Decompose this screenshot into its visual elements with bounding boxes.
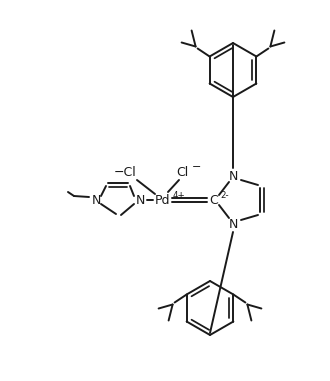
Text: N: N — [135, 194, 145, 207]
Text: −: − — [192, 162, 201, 172]
Text: N: N — [228, 218, 238, 231]
Text: N: N — [228, 170, 238, 182]
Text: Cl: Cl — [176, 165, 188, 179]
Text: N: N — [91, 194, 101, 207]
Text: Pd: Pd — [155, 194, 171, 207]
Text: −Cl: −Cl — [114, 165, 136, 179]
Text: C: C — [210, 194, 218, 207]
Text: 2-: 2- — [220, 190, 229, 200]
Text: 4+: 4+ — [173, 190, 186, 200]
